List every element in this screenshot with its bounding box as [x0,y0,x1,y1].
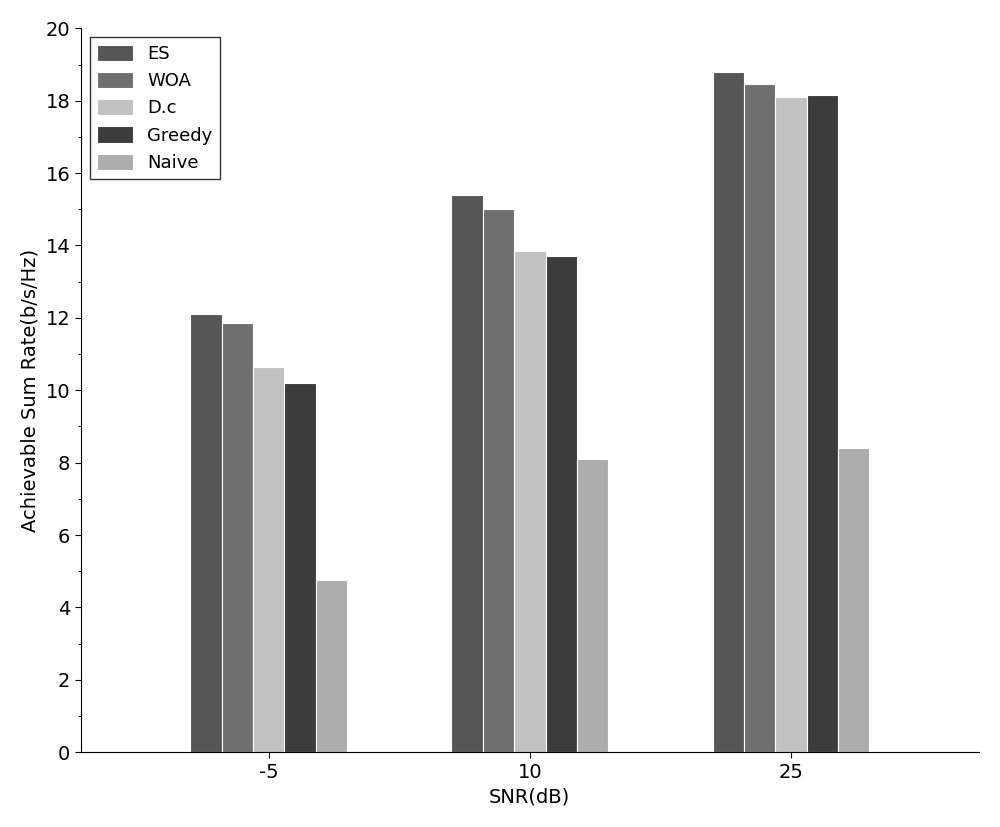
Bar [775,97,807,753]
Bar [744,84,775,753]
Bar [713,72,744,753]
X-axis label: SNR(dB): SNR(dB) [489,787,570,806]
Bar [222,323,253,753]
Bar [546,256,577,753]
Bar [838,448,869,753]
Bar [577,459,608,753]
Legend: ES, WOA, D.c, Greedy, Naive: ES, WOA, D.c, Greedy, Naive [90,37,220,179]
Bar [451,195,483,753]
Y-axis label: Achievable Sum Rate(b/s/Hz): Achievable Sum Rate(b/s/Hz) [21,249,40,532]
Bar [514,251,546,753]
Bar [483,209,514,753]
Bar [190,314,222,753]
Bar [253,366,284,753]
Bar [316,581,347,753]
Bar [807,95,838,753]
Bar [284,383,316,753]
